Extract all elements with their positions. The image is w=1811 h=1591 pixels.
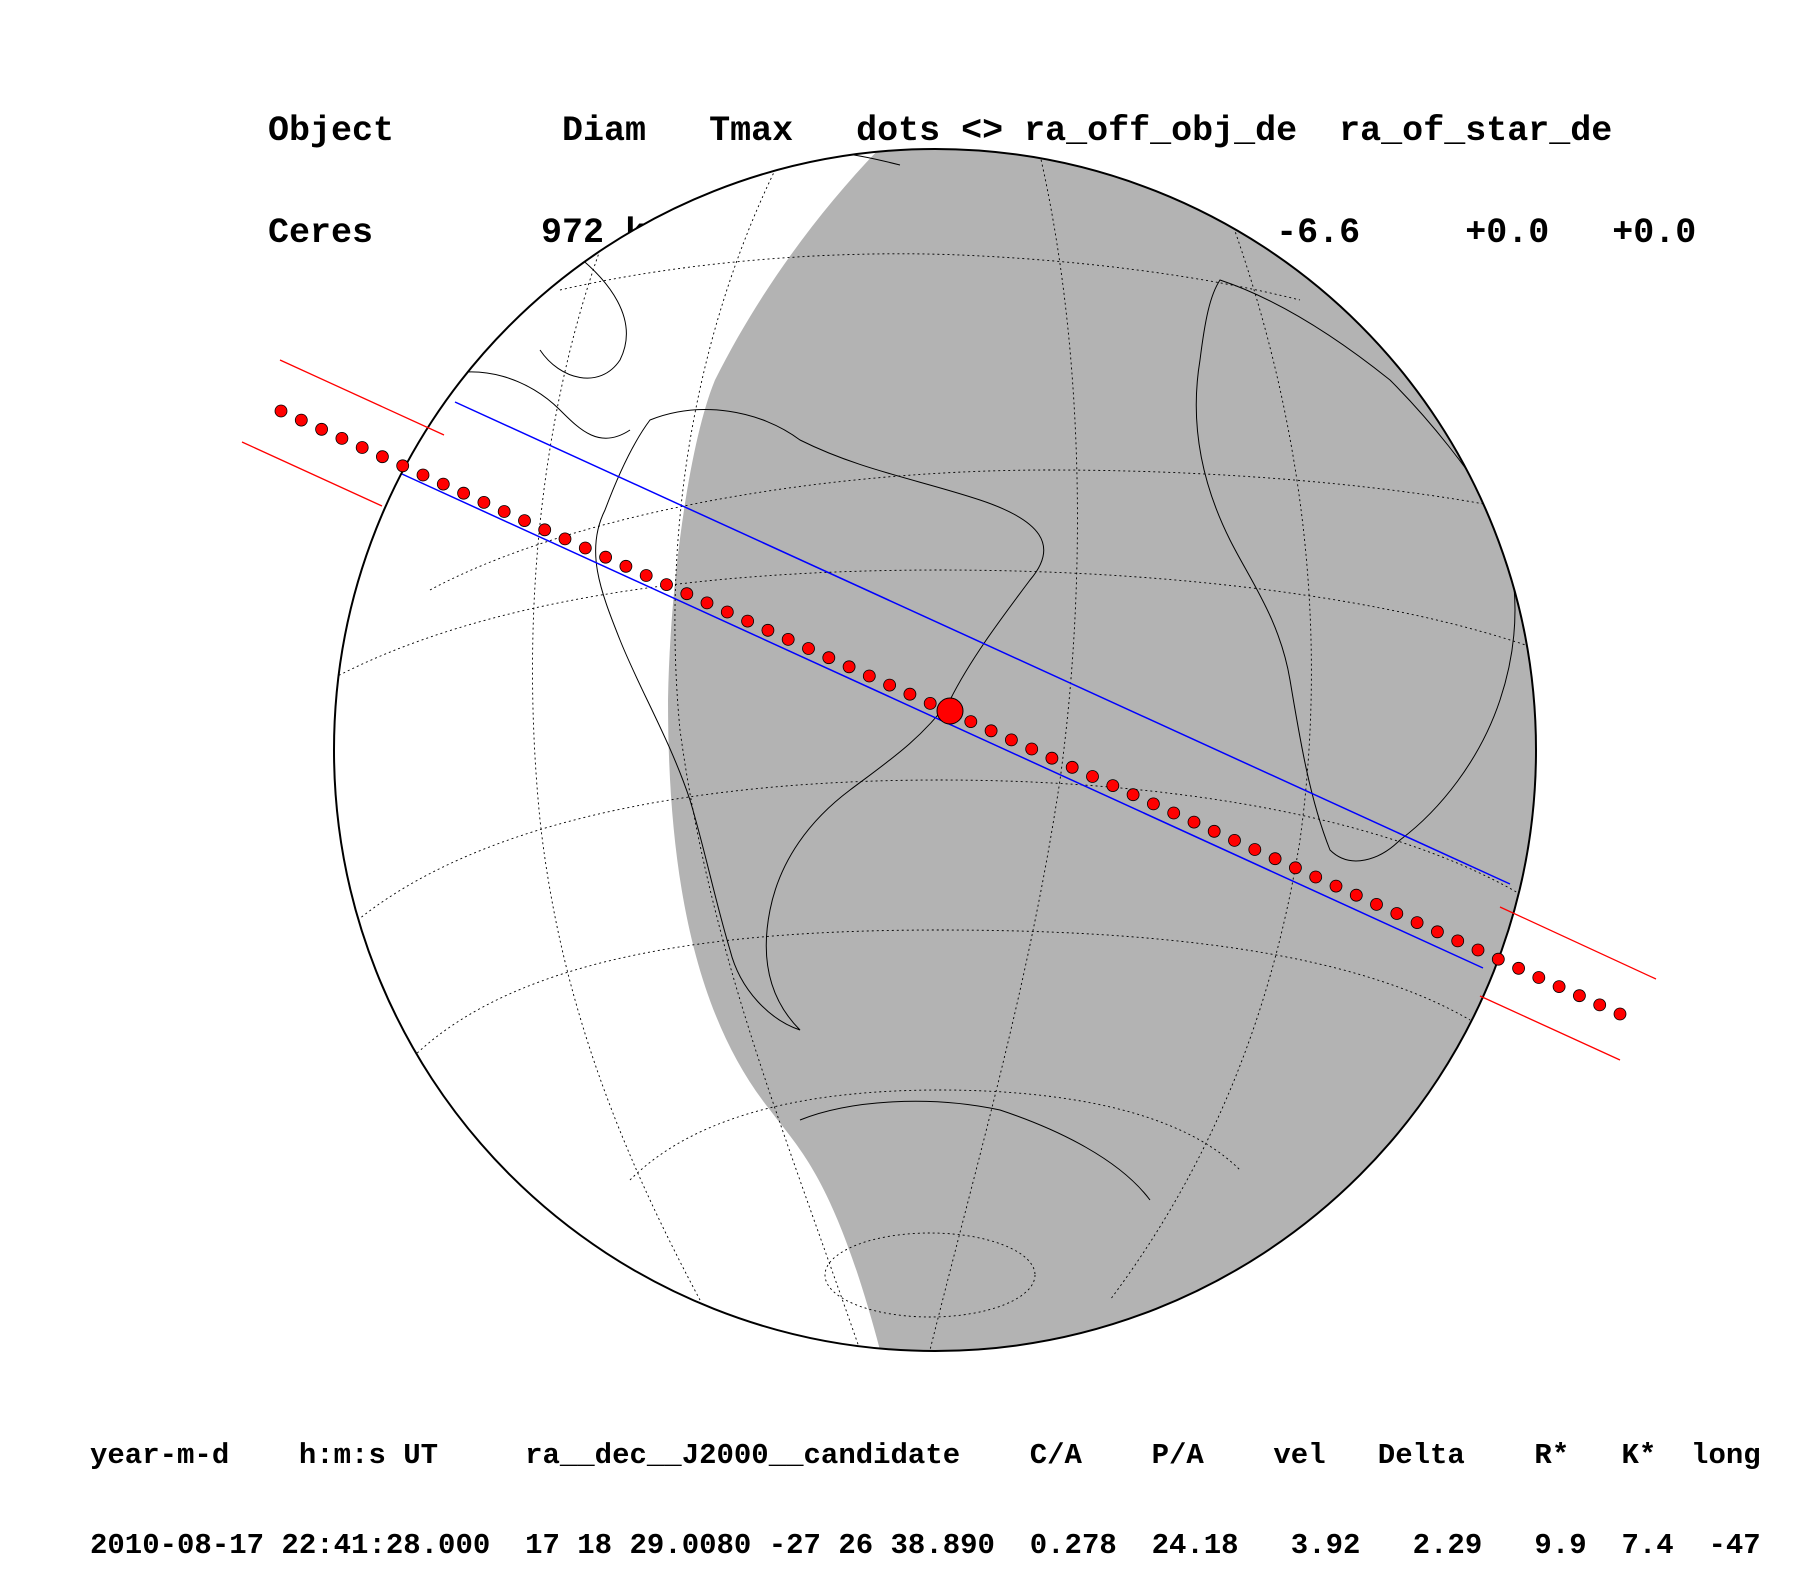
- night-shade: [668, 149, 1536, 1350]
- path-dot: [741, 614, 754, 628]
- occultation-map: [241, 148, 1657, 1352]
- central-instant-marker: [936, 697, 964, 725]
- path-dot: [1613, 1007, 1627, 1021]
- path-dot: [457, 486, 471, 500]
- error-limits: [241, 359, 1657, 1061]
- footer-values: 2010-08-17 22:41:28.000 17 18 29.0080 -2…: [90, 1529, 1761, 1562]
- path-dot: [538, 523, 552, 537]
- path-dot: [1106, 779, 1120, 792]
- globe-outline: [333, 148, 1537, 1352]
- path-dot: [1573, 989, 1586, 1003]
- path-dot: [477, 495, 491, 509]
- path-dot: [619, 559, 633, 573]
- path-dot: [1593, 998, 1607, 1012]
- path-dot: [923, 697, 937, 710]
- path-dot: [720, 605, 734, 619]
- path-dot: [315, 422, 329, 436]
- path-dot: [1147, 797, 1160, 811]
- path-dot: [1410, 916, 1424, 929]
- path-dot: [1167, 806, 1181, 820]
- path-dot: [1126, 788, 1140, 802]
- path-dot: [680, 587, 694, 601]
- path-dot: [964, 715, 978, 728]
- path-dot: [578, 541, 592, 555]
- path-dot: [436, 477, 450, 491]
- path-dot: [984, 724, 998, 738]
- path-dot: [497, 505, 511, 518]
- path-dot: [1187, 815, 1201, 829]
- path-dot: [883, 678, 896, 692]
- path-dot: [1431, 925, 1444, 939]
- path-dot: [1491, 952, 1505, 966]
- path-dot: [1471, 943, 1485, 957]
- path-dot: [660, 578, 673, 591]
- path-dot: [822, 651, 836, 665]
- path-dot: [1329, 879, 1343, 893]
- path-dot: [1370, 898, 1383, 911]
- path-dot: [1086, 770, 1099, 783]
- graticule: [334, 154, 1536, 1351]
- path-dot: [802, 642, 815, 655]
- path-dot: [1207, 824, 1221, 838]
- path-dot: [1025, 742, 1039, 756]
- path-dot: [903, 687, 917, 701]
- coastlines: [429, 149, 1516, 1201]
- path-dot: [1512, 961, 1525, 975]
- header-labels: Object Diam Tmax dots <> ra_off_obj_de r…: [268, 111, 1613, 151]
- footer-labels: year-m-d h:m:s UT ra__dec__J2000__candid…: [90, 1439, 1761, 1472]
- path-dot: [761, 623, 775, 637]
- path-dot: [335, 431, 349, 445]
- path-dot: [396, 459, 410, 473]
- path-dot: [842, 660, 856, 674]
- path-dot: [1005, 733, 1018, 747]
- path-dot: [599, 550, 612, 564]
- path-dot: [862, 669, 876, 683]
- path-dot: [355, 441, 369, 454]
- path-dot: [1451, 934, 1465, 948]
- path-dot: [1349, 888, 1363, 902]
- path-dot: [1248, 843, 1262, 856]
- path-dot: [1309, 870, 1323, 884]
- path-dot: [294, 413, 308, 427]
- path-dot: [375, 450, 389, 464]
- path-dots: [274, 404, 1627, 1021]
- path-dot: [639, 569, 653, 582]
- path-dot: [518, 514, 531, 527]
- path-dot: [1532, 971, 1546, 984]
- path-dot: [416, 468, 430, 482]
- path-dot: [558, 532, 572, 546]
- globe-surface: [334, 149, 1536, 1351]
- path-dot: [1045, 751, 1059, 765]
- path-dot: [1390, 907, 1404, 920]
- prediction-footer: year-m-d h:m:s UT ra__dec__J2000__candid…: [90, 1381, 1811, 1591]
- path-dot: [700, 596, 714, 610]
- path-dot: [1289, 861, 1302, 875]
- path-dot: [1552, 980, 1566, 993]
- path-dot: [1228, 834, 1241, 847]
- path-dot: [1268, 852, 1282, 866]
- path-dot: [781, 633, 795, 646]
- path-dot: [1065, 760, 1079, 774]
- path-dot: [274, 404, 288, 418]
